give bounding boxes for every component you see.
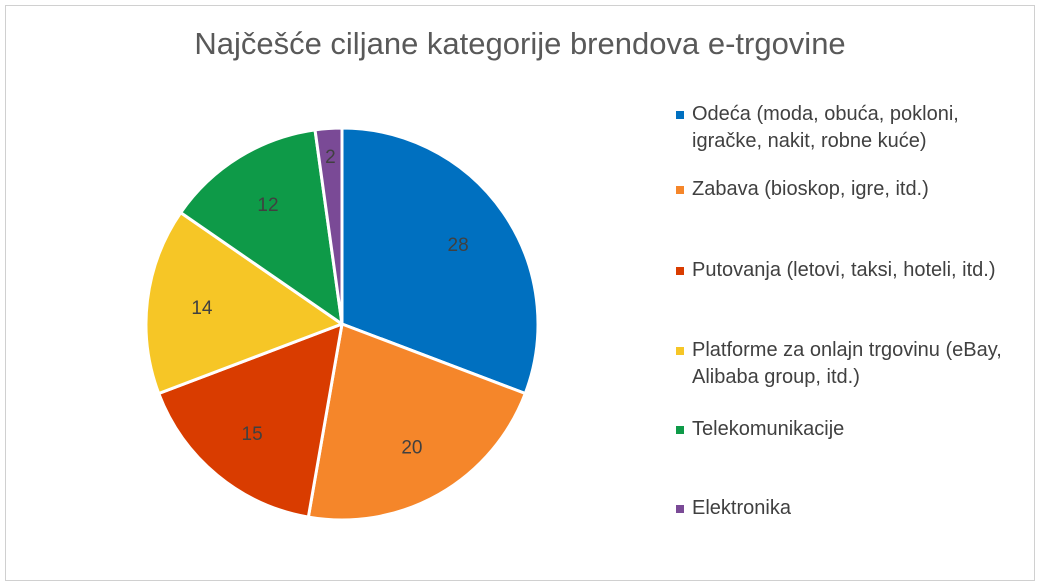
- legend-label: Platforme za onlajn trgovinu (eBay, Alib…: [692, 339, 1002, 388]
- data-label-travel: 15: [242, 424, 263, 445]
- legend-swatch-icon: [676, 505, 684, 513]
- pie-slice-clothing: [340, 126, 540, 395]
- legend-swatch-icon: [676, 347, 684, 355]
- pie-slice-telecommunications: [179, 128, 344, 326]
- legend-swatch-icon: [676, 186, 684, 194]
- data-label-entertainment: 20: [401, 438, 422, 459]
- legend-label: Zabava (bioskop, igre, itd.): [692, 178, 929, 200]
- legend-label: Putovanja (letovi, taksi, hoteli, itd.): [692, 259, 996, 281]
- data-label-clothing: 28: [448, 235, 469, 256]
- legend-label: Odeća (moda, obuća, pokloni, igračke, na…: [692, 103, 959, 152]
- legend-label: Telekomunikacije: [692, 418, 845, 440]
- legend-swatch-icon: [676, 111, 684, 119]
- pie-slice-entertainment: [306, 322, 527, 522]
- legend-swatch-icon: [676, 267, 684, 275]
- legend-swatch-icon: [676, 426, 684, 434]
- data-label-electronics: 2: [325, 147, 336, 168]
- data-label-telecommunications: 12: [257, 195, 278, 216]
- chart-title: Najčešće ciljane kategorije brendova e-t…: [194, 26, 846, 61]
- pie-slice-travel: [157, 322, 344, 519]
- pie-slice-electronics: [313, 126, 344, 326]
- data-label-online-platforms: 14: [191, 298, 213, 319]
- legend-label: Elektronika: [692, 497, 791, 519]
- pie-slice-online-platforms: [144, 211, 344, 395]
